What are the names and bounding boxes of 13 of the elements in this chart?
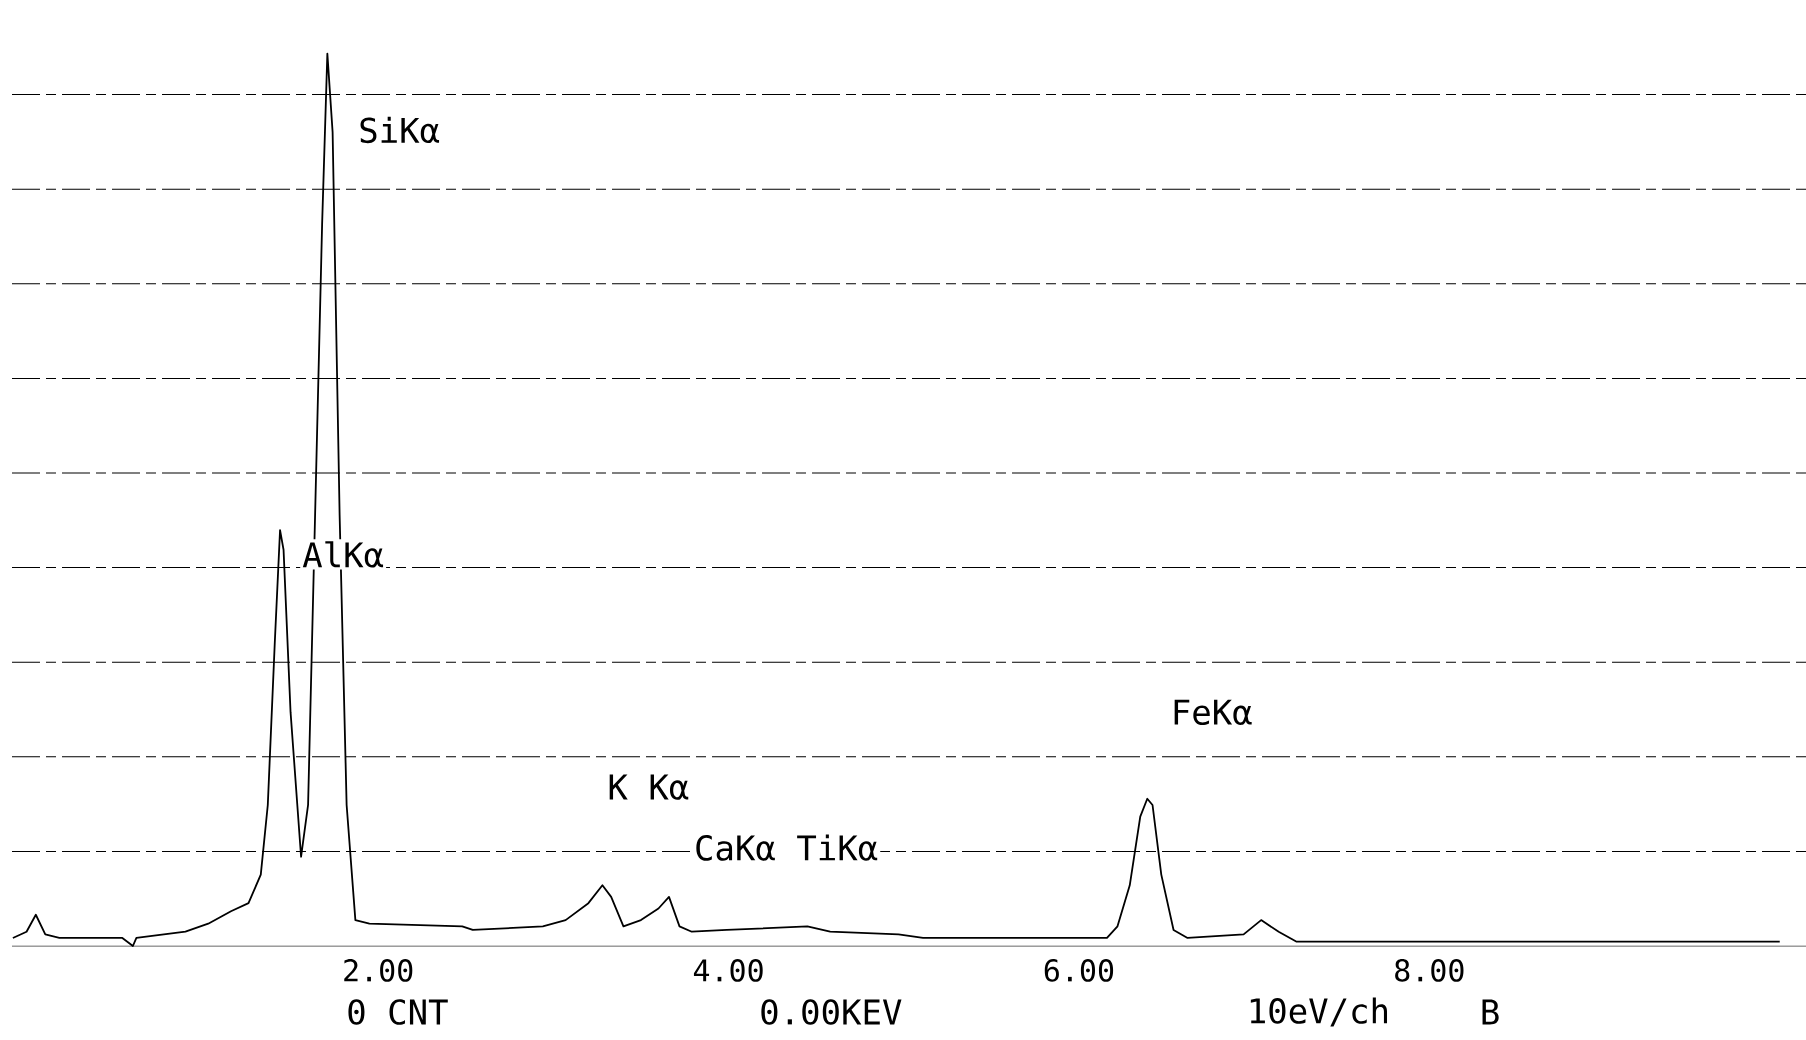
text: 0 CNT	[348, 999, 448, 1025]
x-tick-label: 6.00	[1044, 959, 1114, 982]
x-tick-label: 2.00	[344, 959, 413, 982]
annotation: SiKα	[360, 116, 440, 144]
annotation: CaKα TiKα	[696, 834, 878, 861]
text: 10eV/ch	[1250, 997, 1388, 1027]
text: B	[1482, 999, 1499, 1025]
x-tick-label: 8.00	[1395, 959, 1464, 982]
text: 0.00KEV	[761, 999, 902, 1025]
annotation: AlKα	[302, 541, 384, 568]
annotation: FeKα	[1174, 699, 1252, 726]
x-tick-label: 4.00	[693, 959, 763, 982]
annotation: K Kα	[609, 774, 689, 800]
